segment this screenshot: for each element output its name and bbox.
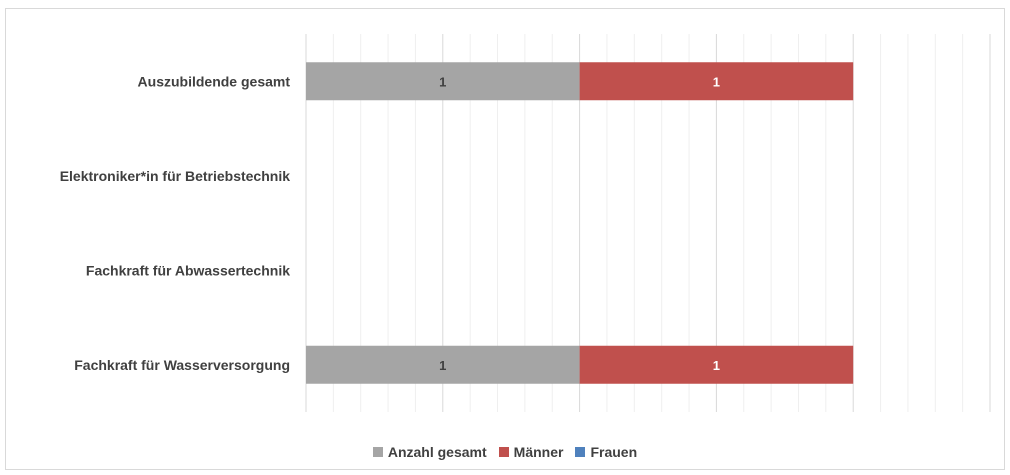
bar-anzahl-gesamt-fachkraft-fur-wasserversorgung bbox=[306, 345, 580, 384]
category-label-fachkraft-fur-wasserversorgung: Fachkraft für Wasserversorgung bbox=[74, 357, 290, 373]
bar-anzahl-gesamt-auszubildende-gesamt bbox=[306, 62, 580, 101]
legend-label-frauen: Frauen bbox=[590, 444, 638, 460]
legend-item-manner: Männer bbox=[498, 444, 564, 460]
legend-item-frauen: Frauen bbox=[575, 444, 637, 460]
legend-label-anzahl-gesamt: Anzahl gesamt bbox=[387, 444, 487, 460]
legend-swatch-anzahl-gesamt bbox=[372, 447, 383, 457]
bar-manner-fachkraft-fur-wasserversorgung bbox=[579, 345, 854, 384]
category-label-elektroniker-in-fur-betriebstechnik: Elektroniker*in für Betriebstechnik bbox=[60, 168, 291, 184]
chart-legend: Anzahl gesamt Männer Frauen bbox=[0, 444, 1010, 460]
category-label-auszubildende-gesamt: Auszubildende gesamt bbox=[138, 73, 291, 89]
legend-label-manner: Männer bbox=[513, 444, 564, 460]
chart-plot: Auszubildende gesamt 1 1 Elektroniker*in fü… bbox=[60, 34, 991, 412]
data-label-anzahl-gesamt-fachkraft-fur-wasserversorgung: 1 bbox=[439, 358, 446, 373]
legend-swatch-frauen bbox=[575, 447, 586, 457]
legend-item-anzahl-gesamt: Anzahl gesamt bbox=[372, 444, 487, 460]
data-label-manner-fachkraft-fur-wasserversorgung: 1 bbox=[713, 358, 720, 373]
bar-manner-auszubildende-gesamt bbox=[579, 62, 854, 101]
category-label-fachkraft-fur-abwassertechnik: Fachkraft für Abwassertechnik bbox=[86, 262, 290, 278]
data-label-manner-auszubildende-gesamt: 1 bbox=[713, 74, 720, 89]
legend-swatch-manner bbox=[498, 447, 509, 457]
data-label-anzahl-gesamt-auszubildende-gesamt: 1 bbox=[439, 74, 446, 89]
